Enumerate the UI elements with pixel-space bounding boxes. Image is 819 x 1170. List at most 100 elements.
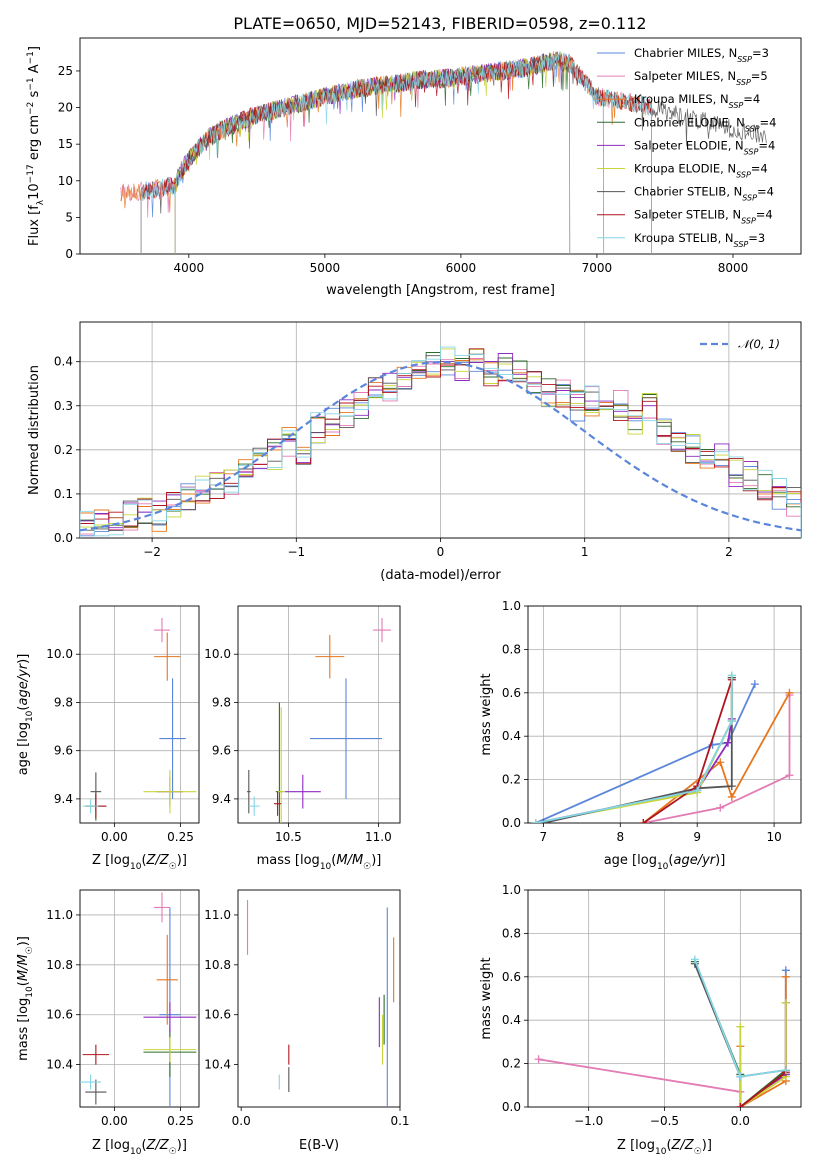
x-tick-label: 4000 [174,261,205,275]
weight-series-line [538,1058,741,1093]
label-part: ☉ [169,1147,177,1157]
x-tick-label: 9 [693,830,701,844]
x-tick-label: 10.5 [275,830,302,844]
subplot-age_vs_mass: 10.5 11.0 9.4 9.6 9.8 10.0 mass [log10(M/M☉)] [204,605,401,872]
y-tick-label: 0.1 [54,487,73,501]
y-tick-label: 10.8 [46,958,73,972]
label-part: 10 [130,1147,142,1157]
label-part: ☉ [169,862,177,872]
axes-frame [79,321,802,539]
label-part: mass [log [257,853,320,868]
x-axis-label: age [log10(age/yr)] [604,853,726,872]
label-part: M/M [16,954,31,981]
y-tick-label: 20 [58,101,73,115]
axes-frame [79,889,200,1108]
label-part: −17 [26,164,36,183]
label-part: A [27,64,42,77]
x-tick-label: 0.25 [167,1114,194,1128]
weight-marker [716,803,725,812]
errorbar-point [80,1074,102,1090]
legend-label-sub: SSP [734,239,749,248]
spectrum-line [140,54,652,254]
label-part: ( [141,1138,146,1153]
legend-label-sub: SSP [741,216,756,225]
legend-label-sub: SSP [736,170,751,179]
x-tick-label: 0 [437,545,445,559]
y-axis-label: Flux [fλ10−17 erg cm−2 s−1 A−1] [26,46,46,246]
legend-label: Kroupa MILES, NSSP=4 [634,92,760,110]
errorbars [247,618,391,823]
y-tick-label: 1.0 [502,599,521,613]
legend-label-main: Kroupa MILES, N [634,92,729,106]
x-tick-label: −2 [143,545,161,559]
errorbar-point [248,796,260,816]
y-tick-label: 0.4 [502,729,521,743]
weight-series-line [739,970,787,1107]
label-part: )] [16,654,31,664]
errorbar-point [315,634,345,679]
legend-label-sub: SSP [729,101,744,110]
errorbar-point [277,707,285,823]
weight-marker [736,1072,745,1081]
x-tick-label: 1 [581,545,589,559]
legend-label-tail: =4 [758,138,775,152]
label-part: )] [702,1138,712,1153]
weight-marker [639,819,648,823]
x-axis-label: Z [log10(Z/Z☉)] [617,1138,712,1157]
label-part: ( [16,706,31,711]
legend-label-tail: =4 [743,92,760,106]
label-part: ☉ [363,862,371,872]
weight-marker [727,792,736,801]
label-part: age [log [16,722,31,775]
label-part: −2 [26,102,36,115]
label-part: Z/Z [146,1138,170,1153]
errorbar-point [284,774,321,809]
histogram-step [80,354,801,538]
legend-label-main: Chabrier ELODIE, N [634,115,745,129]
y-tick-label: 0.8 [502,926,521,940]
x-axis-label: E(B-V) [299,1138,339,1153]
weight-series-line [739,1071,787,1107]
label-part: ( [141,853,146,868]
x-axis-label: wavelength [Angstrom, rest frame] [326,283,555,298]
weight-marker [736,1103,745,1107]
label-part: ( [666,1138,671,1153]
weight-marker [531,819,540,823]
y-tick-label: 15 [58,137,73,151]
legend-label-main: Kroupa STELIB, N [634,231,734,245]
legend-label-main: Salpeter MILES, N [634,69,736,83]
axes-frame [527,605,802,824]
y-axis-label: mass weight [479,673,494,755]
errorbar-point [154,632,181,681]
y-tick-label: 0.6 [502,686,521,700]
y-tick-label: 0.8 [502,642,521,656]
weight-series-line [642,692,791,823]
weight-series-line [739,1002,787,1107]
errorbar-point [82,798,99,814]
weight-marker [690,955,699,964]
y-tick-label: 0.0 [54,531,73,545]
x-tick-label: 7 [540,830,548,844]
label-part: age [log [604,853,657,868]
x-tick-label: 5000 [310,261,341,275]
figure-title: PLATE=0650, MJD=52143, FIBERID=0598, z=0… [233,14,646,33]
legend-label-tail: =4 [751,162,768,176]
y-axis-label: mass weight [479,957,494,1039]
x-tick-label: 10 [766,830,781,844]
label-part: λ [36,199,46,205]
weight-marker [723,738,732,747]
x-tick-label: −1.0 [574,1114,603,1128]
legend-label-tail: =4 [760,115,777,129]
x-tick-label: −1 [287,545,305,559]
y-tick-label: 10.4 [46,1058,73,1072]
errorbars [246,899,395,1107]
legend-label: Chabrier STELIB, NSSP=4 [634,185,774,203]
weight-marker [781,972,790,981]
y-tick-label: 10.4 [204,1058,231,1072]
y-tick-label: 0.2 [502,773,521,787]
y-tick-label: 25 [58,64,73,78]
weight-series-line [543,677,733,823]
